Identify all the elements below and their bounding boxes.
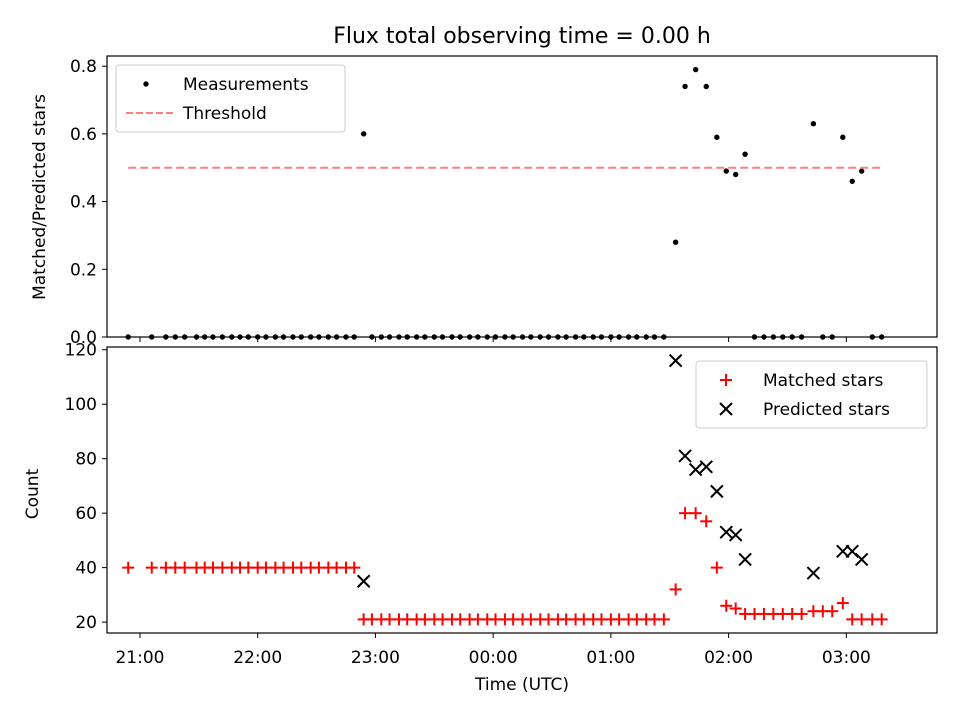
measurements-point bbox=[742, 151, 748, 157]
ratio-legend: Measurements Threshold bbox=[115, 64, 346, 133]
matched-stars-point bbox=[679, 507, 692, 520]
measurements-point bbox=[840, 134, 846, 140]
matched-stars-point bbox=[826, 605, 839, 618]
threshold-legend-label: Threshold bbox=[182, 104, 267, 124]
count-panel: 20 40 60 80 100 120 21:00 22:00 23:00 00:00 01:00… bbox=[23, 341, 938, 695]
ratio-y-axis-label: Matched/Predicted stars bbox=[30, 94, 50, 300]
count-y-tick-label: 100 bbox=[65, 395, 97, 415]
matched-stars-point bbox=[657, 613, 670, 626]
ratio-panel: 0.00.20.40.60.8 Matched/Predicted stars … bbox=[30, 55, 938, 348]
ratio-legend-box bbox=[115, 64, 346, 133]
predicted-stars-legend-marker bbox=[719, 402, 733, 416]
ratio-y-tick-label: 0.2 bbox=[70, 260, 97, 280]
ratio-plot-frame bbox=[106, 55, 938, 338]
matched-stars-point bbox=[689, 507, 702, 520]
chart-title: Flux total observing time = 0.00 h bbox=[333, 24, 711, 49]
predicted-stars-point bbox=[699, 460, 713, 474]
matched-stars-point bbox=[145, 561, 158, 574]
count-y-axis-label: Count bbox=[23, 468, 43, 519]
count-x-tick-label: 00:00 bbox=[469, 648, 518, 668]
matched-stars-point bbox=[669, 583, 682, 596]
measurements-point bbox=[849, 178, 855, 184]
matched-stars-point bbox=[855, 613, 868, 626]
measurements-point bbox=[810, 121, 817, 127]
matched-stars-point bbox=[875, 613, 888, 626]
count-x-ticks: 21:00 22:00 23:00 00:00 01:00 02:00 03:00 bbox=[115, 633, 871, 668]
measurements-point bbox=[672, 239, 679, 245]
matched-stars-point bbox=[178, 561, 191, 574]
count-y-tick-label: 120 bbox=[65, 341, 97, 361]
matched-stars-point bbox=[700, 515, 713, 528]
measurements-point bbox=[723, 168, 729, 174]
predicted-stars-point bbox=[356, 574, 371, 588]
count-y-tick-label: 80 bbox=[75, 450, 97, 470]
measurements-point bbox=[692, 66, 699, 73]
measurements-point bbox=[360, 131, 367, 137]
matched-stars-legend-marker bbox=[720, 374, 732, 386]
count-x-tick-label: 21:00 bbox=[115, 648, 164, 668]
measurements-point bbox=[703, 83, 709, 90]
count-x-axis-label: Time (UTC) bbox=[474, 675, 569, 695]
matched-stars-point bbox=[122, 561, 135, 574]
matched-stars-point bbox=[348, 561, 361, 574]
predicted-stars-point bbox=[836, 544, 850, 558]
predicted-stars-point bbox=[806, 566, 821, 580]
count-x-tick-label: 02:00 bbox=[704, 648, 753, 668]
measurements-point bbox=[858, 168, 865, 174]
ratio-y-tick-label: 0.6 bbox=[70, 125, 97, 145]
measurements-point bbox=[682, 83, 688, 90]
matched-stars-point bbox=[795, 607, 808, 620]
predicted-stars-point bbox=[668, 353, 683, 368]
count-x-tick-label: 01:00 bbox=[586, 648, 635, 668]
ratio-y-ticks: 0.0 0.2 0.4 0.6 0.8 bbox=[70, 57, 107, 348]
matched-stars-point bbox=[729, 602, 742, 615]
matched-stars-legend-label: Matched stars bbox=[763, 371, 883, 391]
ratio-x-ticks bbox=[139, 337, 847, 342]
predicted-stars-point bbox=[688, 462, 703, 477]
matched-stars-point bbox=[720, 599, 733, 612]
measurements-legend-marker bbox=[143, 81, 149, 87]
count-x-tick-label: 03:00 bbox=[822, 648, 871, 668]
count-y-ticks: 20 40 60 80 100 120 bbox=[65, 341, 107, 633]
count-plot-area bbox=[122, 353, 888, 626]
predicted-stars-point bbox=[719, 525, 733, 539]
predicted-stars-point bbox=[738, 552, 752, 567]
ratio-y-tick-label: 0.8 bbox=[70, 57, 97, 77]
ratio-y-tick-label: 0.0 bbox=[70, 328, 97, 348]
measurements-point bbox=[732, 171, 739, 178]
matched-stars-point bbox=[710, 561, 723, 574]
predicted-stars-point bbox=[710, 484, 724, 499]
count-plot-frame bbox=[106, 346, 938, 634]
count-legend: Matched stars Predicted stars bbox=[695, 360, 928, 429]
count-y-tick-label: 40 bbox=[75, 559, 97, 579]
matched-stars-point bbox=[836, 597, 849, 610]
predicted-stars-point bbox=[728, 528, 743, 542]
measurements-point bbox=[714, 134, 720, 140]
count-x-tick-label: 22:00 bbox=[233, 648, 282, 668]
predicted-stars-legend-label: Predicted stars bbox=[763, 400, 890, 420]
predicted-stars-point bbox=[678, 449, 692, 463]
count-y-tick-label: 60 bbox=[75, 504, 97, 524]
ratio-y-tick-label: 0.4 bbox=[70, 193, 97, 213]
measurements-legend-label: Measurements bbox=[183, 75, 309, 95]
count-x-tick-label: 23:00 bbox=[351, 648, 400, 668]
count-y-tick-label: 20 bbox=[75, 613, 97, 633]
count-legend-box bbox=[695, 360, 928, 429]
predicted-stars-point bbox=[854, 552, 869, 567]
